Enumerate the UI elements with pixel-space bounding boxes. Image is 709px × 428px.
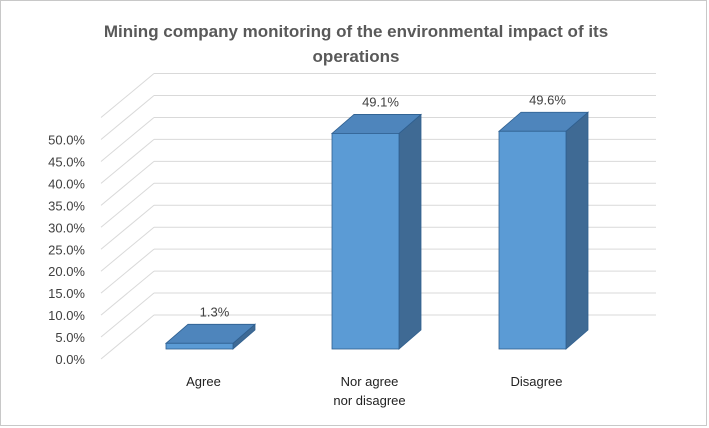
gridline-side: [100, 314, 155, 360]
data-label: 49.1%: [362, 94, 399, 109]
y-tick-label: 35.0%: [48, 198, 85, 213]
bar: [164, 323, 257, 350]
y-tick-label: 50.0%: [48, 133, 85, 148]
bar-side: [565, 111, 589, 350]
gridline-side: [100, 204, 155, 250]
gridline-side: [100, 226, 155, 272]
gridline-side: [100, 117, 155, 162]
bar-front: [498, 130, 567, 350]
y-tick-label: 0.0%: [55, 352, 85, 367]
category-label: nor disagree: [333, 393, 405, 408]
gridline-side: [100, 160, 155, 206]
bar: [330, 113, 423, 350]
category-label: Nor agree: [341, 374, 399, 389]
bar-side: [398, 113, 422, 350]
chart-title: Mining company monitoring of the environ…: [103, 22, 609, 66]
gridline-side: [100, 139, 155, 184]
y-tick-label: 5.0%: [55, 330, 85, 345]
data-label: 49.6%: [529, 92, 566, 107]
bar: [497, 111, 590, 350]
gridline-side: [100, 182, 155, 228]
y-tick-label: 20.0%: [48, 264, 85, 279]
y-tick-label: 10.0%: [48, 308, 85, 323]
bar-front: [165, 342, 234, 350]
gridline-side: [100, 292, 155, 338]
gridline-side: [100, 270, 155, 316]
y-tick-label: 25.0%: [48, 242, 85, 257]
gridline-side: [100, 95, 155, 140]
y-tick-label: 15.0%: [48, 286, 85, 301]
y-tick-label: 40.0%: [48, 176, 85, 191]
bar-front: [331, 133, 400, 350]
gridline-side: [100, 73, 155, 118]
category-label: Disagree: [510, 374, 562, 389]
y-tick-label: 30.0%: [48, 220, 85, 235]
data-label: 1.3%: [200, 304, 230, 319]
gridline-side: [100, 248, 155, 294]
y-tick-label: 45.0%: [48, 154, 85, 169]
category-label: Agree: [186, 374, 221, 389]
